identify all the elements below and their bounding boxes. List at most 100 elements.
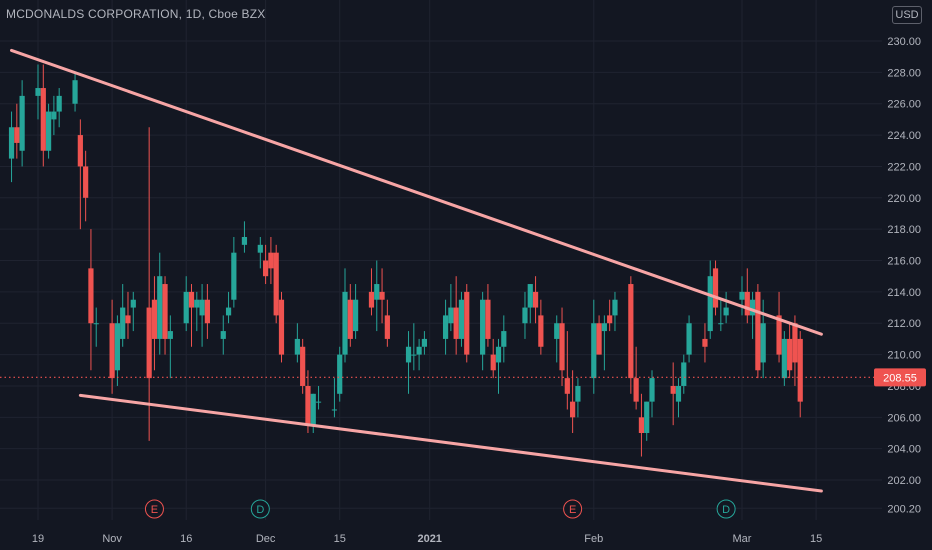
candle-body (294, 338, 300, 355)
candle-body (448, 307, 454, 324)
candle (8, 111, 15, 183)
candle (77, 119, 83, 230)
candle (649, 370, 655, 418)
y-tick-label: 226.00 (887, 99, 921, 111)
y-tick-label: 228.00 (887, 67, 921, 79)
candle (337, 346, 343, 402)
candle-body (305, 385, 311, 426)
candle-body (331, 409, 338, 411)
candle-body (707, 276, 713, 332)
candle-body (45, 111, 52, 151)
candle-body (368, 291, 375, 308)
candle-body (35, 88, 41, 96)
earnings-marker: E (144, 499, 164, 519)
candle-body (72, 80, 78, 104)
candle-body (278, 299, 285, 355)
candle (744, 268, 750, 324)
candle-body (712, 268, 719, 308)
time-axis[interactable]: 19 Nov 16 Dec 15 2021 Feb Mar 15 (32, 533, 822, 545)
candle (305, 370, 311, 433)
candle (416, 338, 422, 371)
candle (448, 284, 454, 332)
candle (501, 315, 507, 363)
candle-body (268, 252, 274, 269)
candle (273, 244, 279, 324)
candle (607, 299, 613, 332)
candle-body (781, 338, 787, 379)
trendlines (10, 48, 823, 493)
candle-body (157, 276, 163, 339)
candle-body (442, 315, 449, 339)
candle (554, 315, 560, 363)
candle-body (490, 354, 496, 371)
candle (495, 338, 502, 394)
candle-body (315, 401, 322, 403)
candle (405, 331, 412, 394)
candle-body (93, 323, 99, 325)
price-axis[interactable]: 200.20202.00204.00206.00208.00210.00212.… (887, 36, 921, 515)
candle-body (596, 323, 602, 355)
candle-body (559, 323, 565, 371)
x-tick-label: 2021 (417, 533, 441, 545)
candle-body (167, 331, 173, 339)
candle-body (797, 338, 803, 402)
candle (109, 299, 115, 394)
candle (702, 323, 708, 363)
candle (411, 323, 417, 371)
candle-body (374, 284, 380, 300)
candle (125, 291, 131, 339)
candle (72, 72, 78, 112)
candle (532, 276, 539, 324)
event-label: E (569, 504, 576, 516)
candle (294, 323, 300, 363)
candle (151, 276, 158, 371)
candle-body (670, 385, 676, 394)
x-tick-label: Dec (256, 533, 276, 545)
candle-body (109, 323, 115, 379)
candle (194, 291, 200, 332)
candle-body (241, 237, 248, 245)
y-tick-label: 222.00 (887, 161, 921, 173)
candle (368, 268, 375, 316)
symbol-title[interactable]: MCDONALDS CORPORATION, 1D, Cboe BZX (6, 7, 266, 21)
candle (88, 229, 94, 371)
candle (204, 284, 210, 339)
candle (374, 260, 380, 332)
candle (315, 385, 322, 410)
y-tick-label: 216.00 (887, 256, 921, 268)
candle (612, 291, 618, 332)
x-tick-label: 19 (32, 533, 44, 545)
candle (538, 299, 544, 355)
candle (146, 127, 152, 441)
candle-body (485, 299, 491, 339)
candle-body (607, 315, 613, 324)
x-tick-label: 15 (334, 533, 346, 545)
currency-button[interactable]: USD (892, 6, 922, 24)
candle (225, 291, 232, 324)
candle (268, 237, 274, 285)
y-tick-label: 202.00 (887, 475, 921, 487)
trendline-lower (78, 393, 823, 493)
candle (130, 291, 136, 332)
candle (792, 315, 798, 386)
candle (644, 401, 650, 441)
event-circle (250, 499, 270, 519)
candle (681, 354, 687, 394)
candle (421, 331, 428, 355)
candle (633, 346, 639, 410)
candle (686, 315, 692, 363)
candle (749, 291, 756, 339)
candle (712, 260, 719, 316)
candle (263, 244, 269, 285)
candle (670, 362, 676, 426)
candle-body (532, 291, 539, 308)
candle-body (225, 307, 232, 316)
candle-body (146, 307, 152, 379)
candle (278, 291, 285, 363)
candle (575, 378, 581, 418)
candle (776, 291, 782, 363)
candle-body (162, 284, 168, 339)
trendline-upper (10, 48, 823, 336)
candle (384, 299, 390, 347)
